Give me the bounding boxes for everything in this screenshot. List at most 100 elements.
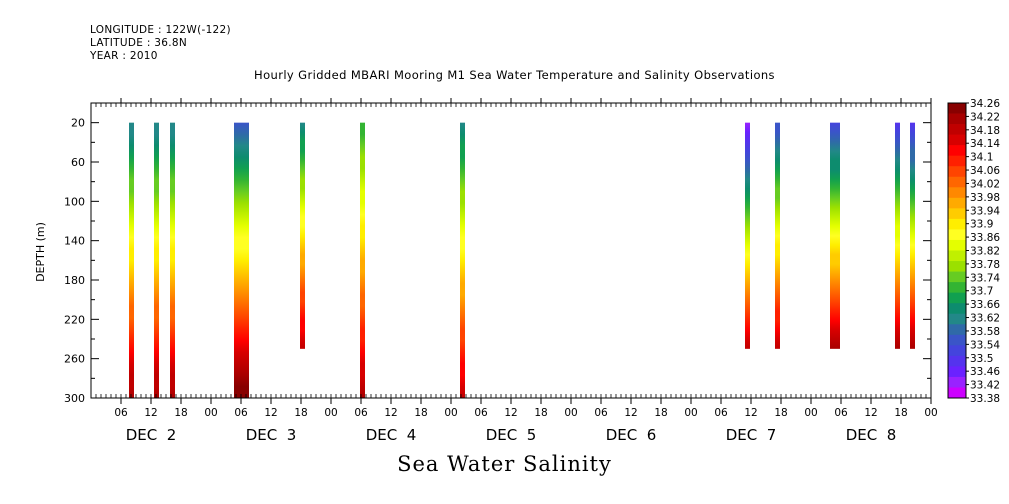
colorbar-label: 33.86 — [970, 232, 1000, 244]
colorbar-swatch — [948, 303, 966, 315]
colorbar-swatch — [948, 355, 966, 367]
data-column — [910, 122, 915, 349]
colorbar-swatch — [948, 187, 966, 199]
colorbar-swatch — [948, 229, 966, 241]
colorbar-label: 34.1 — [970, 152, 993, 164]
colorbar-label: 33.54 — [970, 339, 1000, 351]
data-column — [745, 122, 750, 349]
longitude-label: LONGITUDE : 122W(-122) — [90, 24, 231, 36]
colorbar-label: 34.14 — [970, 138, 1000, 150]
x-tick-label: 18 — [414, 407, 427, 419]
colorbar-swatch — [948, 197, 966, 209]
colorbar-label: 33.42 — [970, 380, 1000, 392]
y-tick-label: 60 — [71, 156, 85, 169]
x-tick-label: 12 — [864, 407, 877, 419]
x-tick-label: 12 — [384, 407, 397, 419]
y-tick-label: 260 — [64, 353, 85, 366]
x-tick-label: 00 — [444, 407, 457, 419]
y-tick-label: 300 — [64, 392, 85, 405]
x-tick-label: 06 — [714, 407, 728, 419]
colorbar-swatch — [948, 166, 966, 178]
x-day-label: DEC 3 — [246, 426, 297, 444]
data-column — [895, 122, 900, 349]
colorbar-label: 33.78 — [970, 259, 1000, 271]
colorbar-label: 34.02 — [970, 178, 1000, 190]
x-tick-label: 06 — [114, 407, 128, 419]
latitude-label: LATITUDE : 36.8N — [90, 37, 188, 49]
x-tick-label: 00 — [204, 407, 217, 419]
colorbar-swatch — [948, 176, 966, 188]
x-tick-label: 06 — [474, 407, 488, 419]
y-tick-label: 140 — [64, 235, 85, 248]
x-tick-label: 00 — [804, 407, 817, 419]
x-tick-label: 06 — [234, 407, 248, 419]
colorbar-swatch — [948, 345, 966, 357]
x-day-label: DEC 8 — [846, 426, 897, 444]
x-tick-label: 00 — [564, 407, 577, 419]
colorbar-swatch — [948, 103, 966, 114]
colorbar-swatch — [948, 387, 966, 399]
colorbar-swatch — [948, 208, 966, 220]
year-label: YEAR : 2010 — [90, 50, 158, 62]
x-tick-label: 06 — [594, 407, 608, 419]
data-column — [360, 122, 365, 399]
colorbar-label: 33.9 — [970, 219, 993, 231]
y-tick-label: 180 — [64, 274, 85, 287]
colorbar-swatch — [948, 376, 966, 388]
y-tick-label: 20 — [71, 117, 85, 130]
colorbar-swatch — [948, 292, 966, 304]
colorbar-label: 33.98 — [970, 192, 1000, 204]
colorbar-label: 33.66 — [970, 299, 1000, 311]
colorbar-label: 34.06 — [970, 165, 1000, 177]
x-day-label: DEC 7 — [726, 426, 777, 444]
x-tick-label: 18 — [654, 407, 667, 419]
x-tick-label: 12 — [264, 407, 277, 419]
x-tick-label: 12 — [744, 407, 757, 419]
colorbar-swatch — [948, 239, 966, 251]
colorbar-label: 33.74 — [970, 272, 1000, 284]
x-tick-label: 18 — [894, 407, 907, 419]
x-tick-label: 18 — [774, 407, 787, 419]
colorbar-swatch — [948, 261, 966, 272]
y-tick-label: 100 — [64, 195, 85, 208]
colorbar-label: 34.18 — [970, 125, 1000, 137]
colorbar-swatch — [948, 134, 966, 146]
x-tick-label: 18 — [174, 407, 187, 419]
variable-title: Sea Water Salinity — [397, 452, 612, 476]
colorbar-label: 33.94 — [970, 205, 1000, 217]
colorbar-swatch — [948, 282, 966, 294]
colorbar-swatch — [948, 218, 966, 230]
colorbar-swatch — [948, 324, 966, 336]
x-tick-label: 00 — [924, 407, 937, 419]
x-tick-label: 18 — [294, 407, 307, 419]
data-column — [775, 122, 780, 349]
plot-frame — [90, 102, 932, 399]
colorbar-swatch — [948, 250, 966, 262]
x-day-label: DEC 5 — [486, 426, 537, 444]
colorbar-swatch — [948, 271, 966, 283]
x-day-label: DEC 2 — [126, 426, 177, 444]
x-tick-label: 18 — [534, 407, 547, 419]
colorbar-label: 34.26 — [970, 98, 1000, 110]
colorbar-label: 33.82 — [970, 246, 1000, 258]
colorbar-swatch — [948, 334, 966, 346]
colorbar-swatch — [948, 113, 966, 125]
x-tick-label: 12 — [624, 407, 637, 419]
colorbar-label: 33.58 — [970, 326, 1000, 338]
data-column — [300, 122, 305, 349]
x-tick-label: 06 — [834, 407, 848, 419]
x-tick-label: 00 — [684, 407, 697, 419]
colorbar-swatch — [948, 313, 966, 325]
x-tick-label: 12 — [504, 407, 517, 419]
data-columns — [129, 122, 915, 399]
x-tick-label: 06 — [354, 407, 368, 419]
y-axis-label: DEPTH (m) — [34, 222, 47, 282]
colorbar-label: 33.46 — [970, 366, 1000, 378]
data-column — [154, 122, 159, 399]
colorbar-swatch — [948, 145, 966, 157]
axes: 20 60 100 140 180 220 260 300 06 12 18 00 06 12 18 00 06… — [64, 98, 938, 444]
data-column — [170, 122, 175, 399]
y-tick-label: 220 — [64, 313, 85, 326]
x-tick-label: 00 — [324, 407, 337, 419]
